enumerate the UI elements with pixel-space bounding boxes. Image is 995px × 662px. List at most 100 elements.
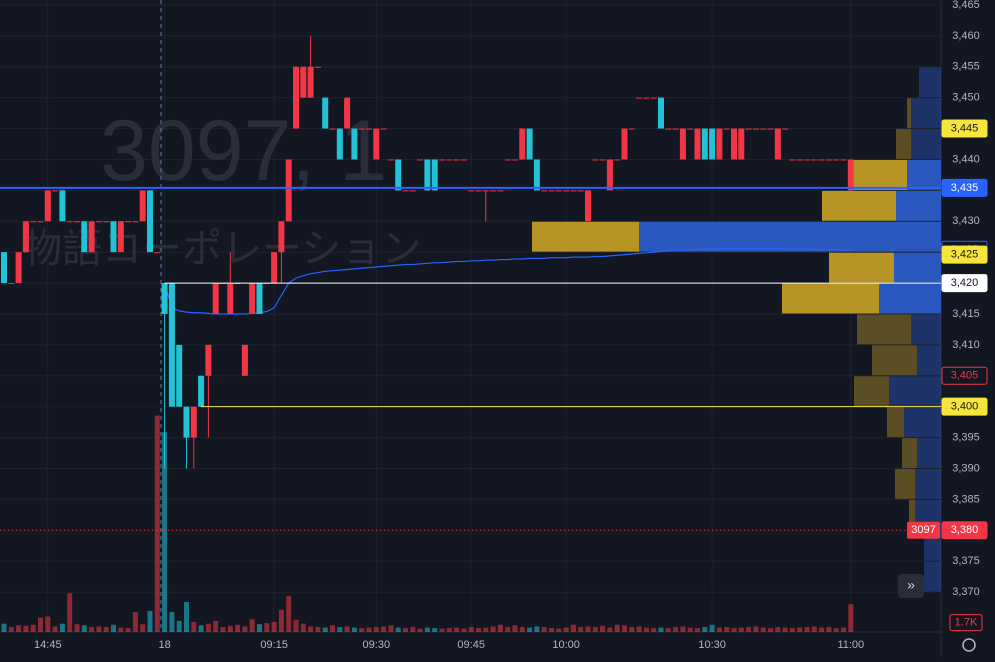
candle-body bbox=[665, 128, 672, 130]
price-tag bbox=[941, 274, 988, 293]
candle-body bbox=[74, 221, 80, 223]
volume-bar bbox=[541, 627, 547, 632]
candle-body bbox=[628, 128, 635, 130]
volume-bar bbox=[176, 620, 182, 632]
profile-down bbox=[907, 159, 941, 190]
candle-body bbox=[512, 159, 518, 161]
volume-bar bbox=[702, 627, 708, 632]
volume-bar bbox=[746, 627, 752, 632]
volume-bar bbox=[519, 627, 525, 632]
x-tick-label: 09:15 bbox=[260, 639, 288, 651]
candle-body bbox=[745, 128, 752, 130]
x-tick-label: 10:30 bbox=[698, 639, 726, 651]
volume-bar bbox=[162, 432, 168, 632]
candle-body bbox=[555, 190, 562, 192]
candle-body bbox=[825, 159, 832, 161]
y-tick-label: 3,410 bbox=[952, 339, 980, 351]
profile-up bbox=[902, 438, 917, 468]
volume-bar bbox=[629, 627, 635, 632]
volume-bar bbox=[439, 628, 445, 632]
profile-down bbox=[917, 438, 941, 468]
profile-up bbox=[782, 283, 879, 314]
candle-body bbox=[59, 190, 66, 222]
volume-bar bbox=[461, 628, 467, 632]
volume-bar bbox=[782, 627, 788, 632]
candle-body bbox=[490, 190, 497, 192]
price-tag-label: 3,435 bbox=[951, 182, 979, 194]
scroll-button[interactable] bbox=[898, 574, 924, 598]
candle-body bbox=[563, 190, 570, 192]
volume-bar bbox=[483, 627, 489, 632]
candle-body bbox=[774, 128, 781, 160]
settings-button[interactable] bbox=[962, 638, 976, 652]
profile-up bbox=[909, 499, 915, 530]
candle-body bbox=[176, 344, 183, 407]
x-tick-label: 11:00 bbox=[837, 639, 864, 651]
volume-bar bbox=[300, 623, 306, 632]
y-tick-label: 3,395 bbox=[952, 431, 980, 443]
volume-bar bbox=[191, 622, 197, 632]
volume-bar bbox=[96, 626, 102, 632]
candle-body bbox=[468, 190, 475, 192]
volume-bar bbox=[344, 626, 350, 632]
candle-body bbox=[679, 128, 686, 160]
candle-body bbox=[110, 221, 117, 253]
candle-body bbox=[190, 406, 197, 438]
volume-bar bbox=[768, 628, 773, 632]
volume-bar bbox=[753, 626, 759, 632]
volume-bar bbox=[497, 624, 503, 632]
candle-body bbox=[475, 190, 482, 192]
candle-body bbox=[738, 128, 745, 160]
profile-up bbox=[829, 252, 894, 283]
candle-body bbox=[731, 128, 737, 160]
volume-bar bbox=[147, 610, 153, 632]
candle-body bbox=[767, 128, 774, 130]
volume-bar bbox=[89, 627, 95, 632]
candle-body bbox=[833, 159, 840, 161]
volume-bar bbox=[213, 620, 219, 632]
price-tag-label: 3,420 bbox=[951, 277, 979, 289]
candle-body bbox=[782, 128, 789, 130]
candle-body bbox=[614, 159, 621, 161]
x-tick-label: 14:45 bbox=[34, 639, 62, 651]
candle-body bbox=[541, 190, 548, 192]
volume-bar bbox=[38, 617, 43, 632]
candle-body bbox=[8, 283, 15, 285]
candle-body bbox=[52, 190, 59, 192]
candle-body bbox=[658, 97, 664, 129]
y-tick-label: 3,430 bbox=[952, 215, 980, 227]
candle-body bbox=[15, 252, 22, 284]
volume-bar bbox=[585, 626, 591, 632]
price-tag-label: 3,380 bbox=[951, 524, 979, 536]
candle-body bbox=[585, 190, 591, 222]
price-tag bbox=[941, 245, 988, 264]
candle-body bbox=[227, 283, 234, 314]
candle-body bbox=[88, 221, 95, 253]
volume-bar bbox=[242, 626, 248, 632]
profile-up bbox=[822, 190, 896, 221]
profile-down bbox=[889, 376, 941, 407]
volume-bar bbox=[556, 628, 562, 632]
volume-bar bbox=[651, 628, 657, 632]
candle-body bbox=[387, 159, 394, 161]
candle-body bbox=[650, 97, 657, 99]
candle-body bbox=[125, 221, 132, 223]
y-tick-label: 3,385 bbox=[952, 493, 980, 505]
candle-body bbox=[599, 159, 606, 161]
volume-bar bbox=[23, 625, 29, 632]
candle-body bbox=[95, 221, 102, 223]
candle-body bbox=[278, 221, 285, 253]
candle-body bbox=[417, 159, 424, 161]
candle-body bbox=[271, 252, 278, 284]
profile-up bbox=[872, 345, 917, 376]
volume-bar bbox=[797, 627, 803, 632]
candle-body bbox=[636, 97, 643, 99]
candle-body bbox=[446, 159, 453, 161]
volume-bar bbox=[103, 627, 109, 632]
candle-body bbox=[701, 128, 708, 160]
candle-body bbox=[709, 128, 716, 160]
candle-body bbox=[205, 344, 212, 376]
volume-bar bbox=[512, 625, 518, 632]
